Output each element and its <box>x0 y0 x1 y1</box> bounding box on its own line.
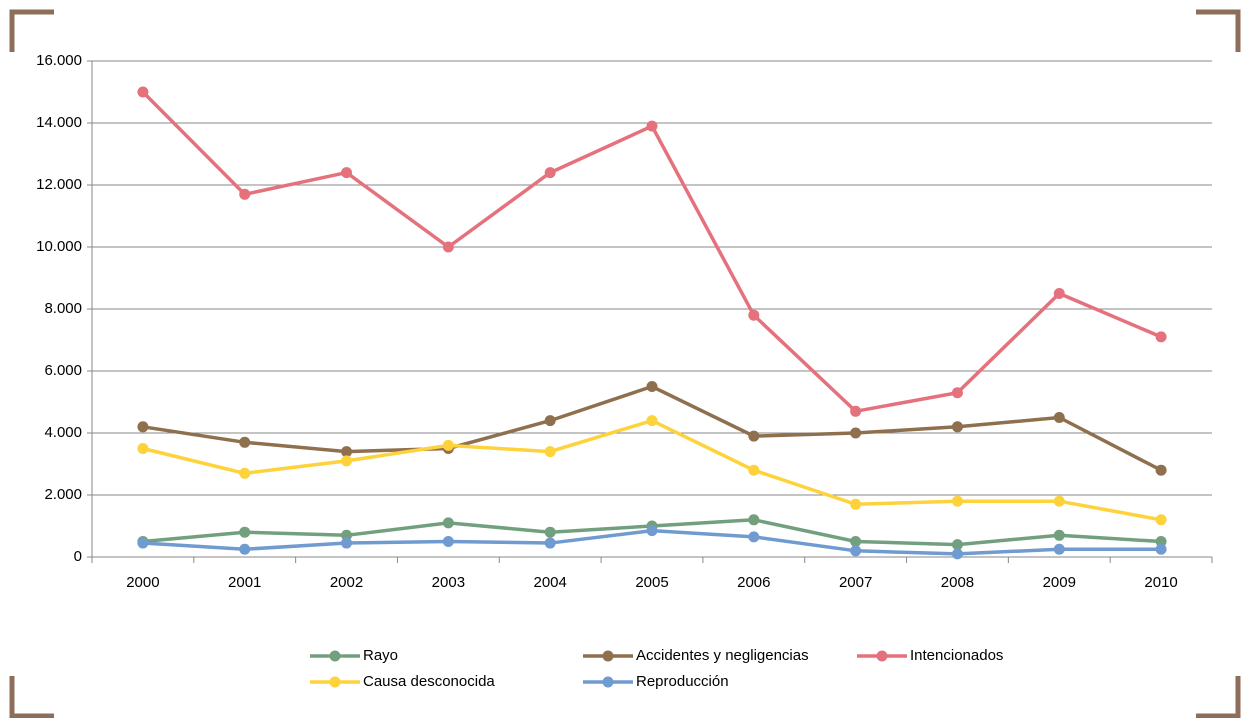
point <box>341 446 353 458</box>
point <box>1053 495 1065 507</box>
x-tick-label: 2004 <box>533 574 566 591</box>
point <box>544 446 556 458</box>
point <box>951 548 963 560</box>
point <box>748 464 760 476</box>
y-tick-label: 8.000 <box>44 300 82 317</box>
point <box>239 526 251 538</box>
x-tick-label: 2000 <box>126 574 159 591</box>
y-tick-label: 14.000 <box>36 114 82 131</box>
frame-corners <box>9 9 1241 718</box>
legend-label: Accidentes y negligencias <box>636 647 809 664</box>
point <box>646 525 658 537</box>
x-tick-label: 2007 <box>839 574 872 591</box>
series-line <box>141 90 1162 414</box>
point <box>1053 529 1065 541</box>
point <box>748 514 760 526</box>
point <box>1155 536 1167 547</box>
point <box>442 517 454 529</box>
point <box>544 537 556 549</box>
point <box>1155 464 1167 476</box>
legend-marker <box>602 650 614 662</box>
point <box>341 537 353 549</box>
point <box>442 241 454 253</box>
point <box>544 415 556 427</box>
point <box>1155 543 1167 555</box>
point <box>646 381 658 392</box>
series-line <box>142 384 1162 472</box>
point <box>137 537 149 549</box>
x-tick-label: 2003 <box>432 574 465 591</box>
point <box>239 436 251 448</box>
y-tick-label: 2.000 <box>44 486 82 503</box>
y-tick-label: 0 <box>74 548 82 565</box>
point <box>850 545 862 557</box>
x-tick-label: 2006 <box>737 574 770 591</box>
legend-label: Causa desconocida <box>363 673 495 690</box>
point <box>544 526 556 538</box>
point <box>442 536 454 547</box>
point <box>748 430 760 442</box>
point <box>1155 514 1167 526</box>
point <box>239 188 251 200</box>
legend-label: Reproducción <box>636 673 729 690</box>
x-tick-label: 2010 <box>1144 574 1177 591</box>
y-tick-label: 4.000 <box>44 424 82 441</box>
point <box>341 529 353 541</box>
legend-marker <box>876 650 888 662</box>
series-line <box>142 418 1162 522</box>
point <box>951 387 963 399</box>
point <box>1053 288 1065 299</box>
point <box>137 421 149 433</box>
point <box>239 543 251 555</box>
x-tick-label: 2002 <box>330 574 363 591</box>
legend-marker <box>329 676 341 688</box>
point <box>341 455 353 467</box>
point <box>239 467 251 479</box>
point <box>850 498 862 510</box>
point <box>850 536 862 547</box>
x-tick-label: 2009 <box>1043 574 1076 591</box>
point <box>951 539 963 551</box>
point <box>341 167 353 179</box>
point <box>544 167 556 179</box>
x-tick-label: 2008 <box>941 574 974 591</box>
y-tick-label: 6.000 <box>44 362 82 379</box>
point <box>951 421 963 433</box>
legend-label: Intencionados <box>910 647 1003 664</box>
x-tick-label: 2001 <box>228 574 261 591</box>
x-tick-label: 2005 <box>635 574 668 591</box>
y-tick-label: 10.000 <box>36 238 82 255</box>
point <box>1155 331 1167 343</box>
point <box>646 415 658 427</box>
legend-marker <box>602 676 614 688</box>
point <box>850 427 862 439</box>
point <box>748 531 760 543</box>
legend-marker <box>329 650 341 662</box>
point <box>646 120 658 132</box>
point <box>951 495 963 507</box>
point <box>1053 412 1065 423</box>
point <box>442 439 454 451</box>
point <box>1053 543 1065 555</box>
point <box>748 309 760 321</box>
y-tick-label: 16.000 <box>36 52 82 69</box>
point <box>137 443 149 454</box>
y-tick-label: 12.000 <box>36 176 82 193</box>
point <box>137 86 149 98</box>
legend-label: Rayo <box>363 647 398 664</box>
point <box>850 405 862 417</box>
